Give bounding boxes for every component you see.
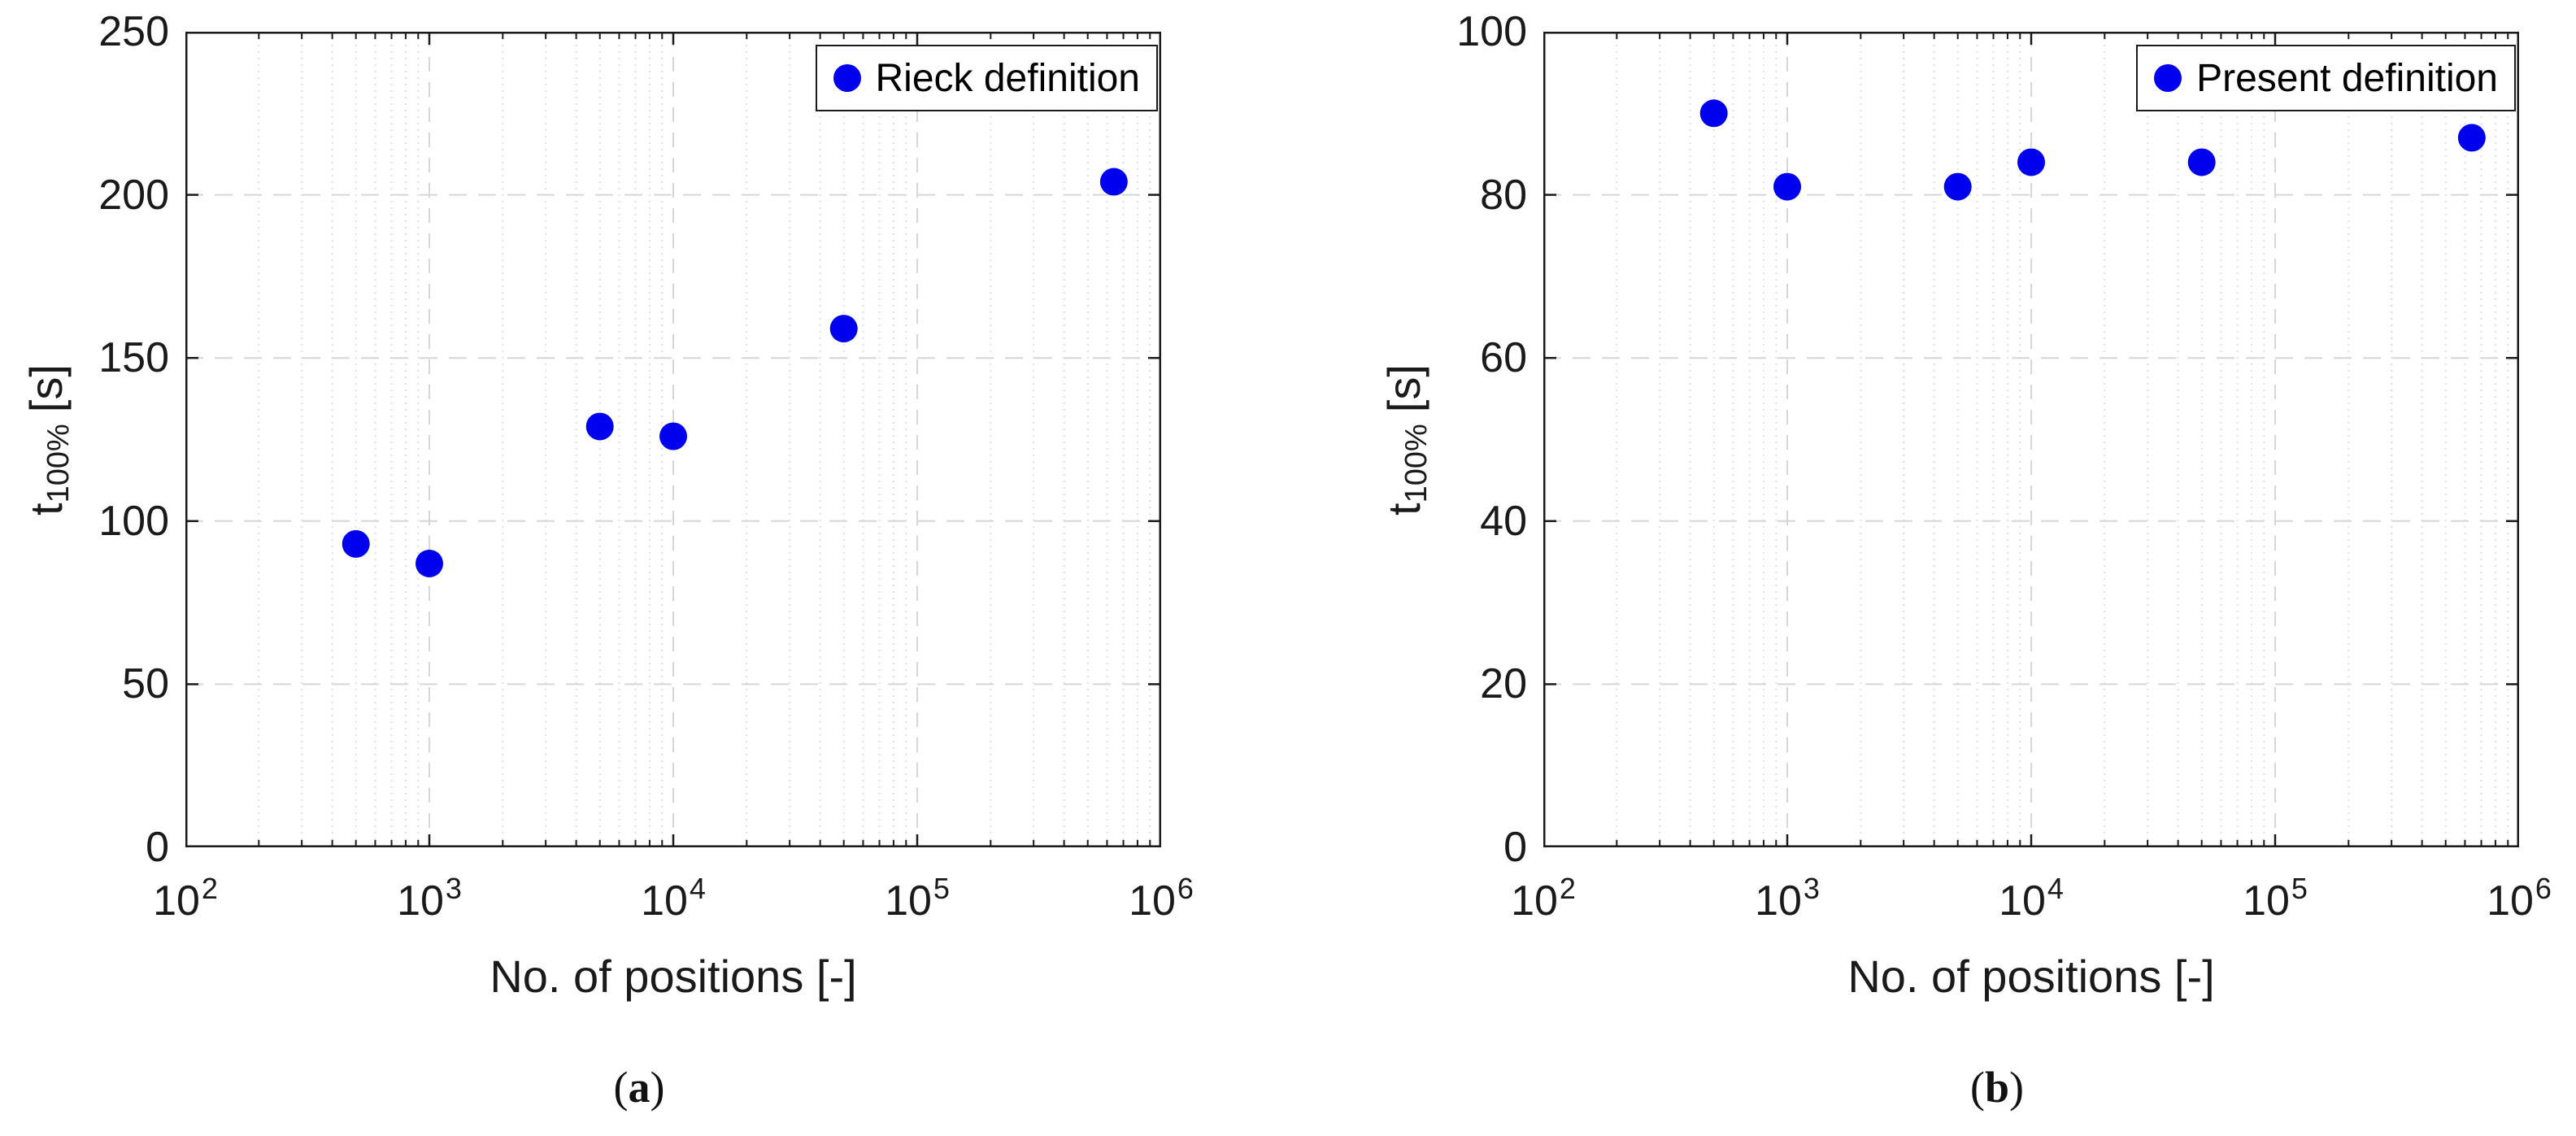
y-tick-label: 100 [1456,8,1527,55]
x-tick-base: 10 [1511,877,1558,925]
legend-label: Rieck definition [875,56,1141,100]
x-tick-label: 104 [641,872,706,925]
x-tick-exponent: 4 [689,872,706,905]
x-tick-exponent: 3 [1803,872,1820,905]
x-tick-exponent: 5 [2291,872,2308,905]
y-axis-label-subscript: 100% [41,423,76,503]
x-tick-base: 10 [1129,877,1176,925]
data-point [585,412,614,441]
axes-box [1543,32,2519,847]
caption-open-paren: ( [1969,1063,1985,1112]
x-tick-exponent: 5 [933,872,950,905]
y-tick-label: 20 [1480,660,1527,708]
data-point [829,315,858,343]
y-tick-label: 60 [1480,334,1527,382]
x-tick-base: 10 [1755,877,1802,925]
legend-marker-icon [833,64,861,92]
x-tick-label: 105 [885,872,950,925]
x-tick-base: 10 [397,877,444,925]
legend-label: Present definition [2196,56,2498,100]
x-tick-base: 10 [2487,877,2534,925]
y-tick-label: 0 [146,824,169,871]
caption-close-paren: ) [2009,1063,2025,1112]
x-tick-label: 106 [1129,872,1194,925]
y-tick-label: 200 [98,171,169,219]
y-axis-label-b: t 100% [s] [1367,155,1440,725]
y-tick-label: 0 [1503,824,1527,871]
data-point [1943,172,1972,201]
x-axis-label-b: No. of positions [-] [1847,951,2215,1002]
subfigure-caption-b: (b) [1970,1062,2024,1112]
y-tick-label: 250 [98,8,169,55]
y-axis-label-a: t 100% [s] [9,155,82,725]
legend-a: Rieck definition [815,45,1158,111]
legend-marker-icon [2154,64,2182,92]
x-tick-label: 103 [1755,872,1820,925]
data-point [1773,172,1801,201]
x-tick-label: 106 [2487,872,2552,925]
legend-b: Present definition [2136,45,2516,111]
x-tick-exponent: 6 [2535,872,2552,905]
x-tick-base: 10 [153,877,200,925]
x-tick-label: 104 [1999,872,2064,925]
caption-letter: a [628,1063,651,1112]
x-tick-base: 10 [885,877,932,925]
x-tick-base: 10 [641,877,688,925]
x-tick-label: 102 [153,872,218,925]
y-tick-label: 80 [1480,171,1527,219]
y-tick-label: 50 [122,660,169,708]
subfigure-caption-a: (a) [614,1062,665,1112]
y-tick-label: 100 [98,497,169,545]
data-point [1099,168,1128,196]
x-tick-base: 10 [2243,877,2290,925]
caption-close-paren: ) [650,1063,665,1112]
data-point [2187,148,2216,176]
x-axis-label-a: No. of positions [-] [490,951,857,1002]
y-tick-label: 40 [1480,497,1527,545]
data-point [2457,124,2486,152]
x-tick-label: 103 [397,872,462,925]
x-tick-exponent: 4 [2047,872,2064,905]
data-point [342,529,370,558]
y-tick-label: 150 [98,334,169,382]
x-tick-base: 10 [1999,877,2046,925]
x-tick-label: 105 [2243,872,2308,925]
plot-area-b [1543,32,2519,847]
x-tick-label: 102 [1511,872,1576,925]
data-point [1699,99,1728,128]
axes-box [185,32,1161,847]
caption-letter: b [1984,1063,2010,1112]
data-point [659,422,687,450]
x-tick-exponent: 2 [201,872,218,905]
plot-area-a [185,32,1161,847]
y-axis-label-subscript: 100% [1399,423,1434,503]
x-tick-exponent: 6 [1177,872,1194,905]
data-point [416,549,443,577]
caption-open-paren: ( [613,1063,629,1112]
x-tick-exponent: 2 [1559,872,1576,905]
data-point [2017,148,2045,176]
x-tick-exponent: 3 [445,872,462,905]
